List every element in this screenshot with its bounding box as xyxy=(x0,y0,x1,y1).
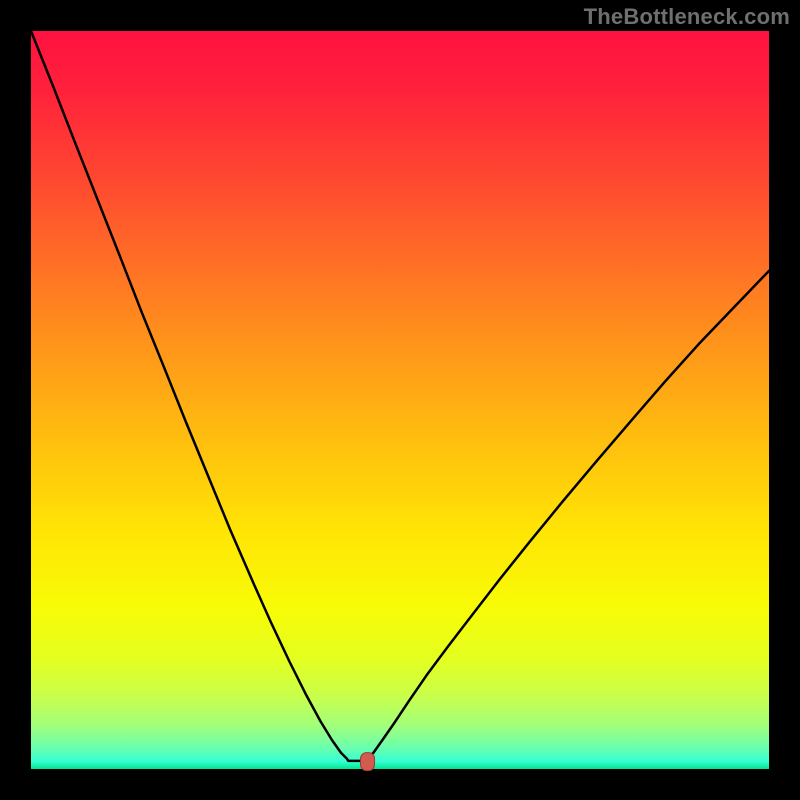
plot-background xyxy=(31,31,769,769)
optimum-marker xyxy=(361,753,375,771)
chart-container: TheBottleneck.com xyxy=(0,0,800,800)
watermark-text: TheBottleneck.com xyxy=(584,4,790,30)
chart-svg xyxy=(0,0,800,800)
